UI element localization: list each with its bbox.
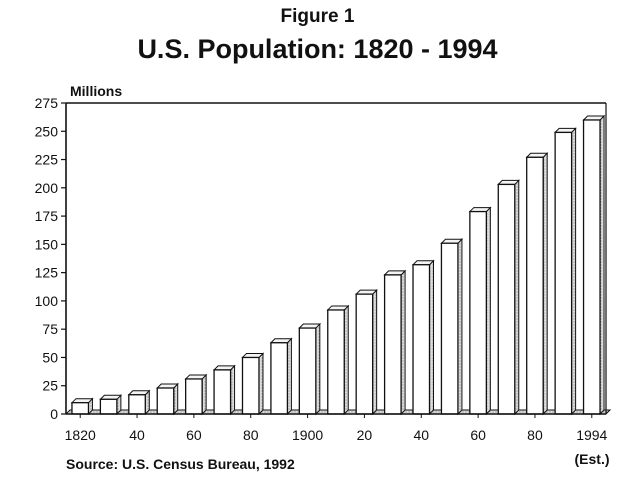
figure-label: Figure 1 [280, 6, 355, 27]
bar-1880 [241, 356, 260, 415]
bar-1850 [156, 387, 175, 415]
bar-1980 [526, 156, 544, 415]
y-tick-label-0: 0 [50, 406, 58, 422]
bar-1820 [71, 402, 90, 415]
x-tick-label-1920: 20 [357, 427, 373, 443]
y-tick-label-250: 250 [35, 123, 59, 139]
x-tick-label-1980: 80 [527, 427, 543, 443]
bar-1990 [554, 131, 573, 415]
x-tick-label-1840: 40 [129, 427, 145, 443]
bar-1920 [355, 293, 374, 415]
x-tick-label-1994: 1994 [576, 427, 607, 443]
bar-1930 [383, 274, 402, 415]
y-tick-label-125: 125 [35, 265, 59, 281]
bar-1830 [99, 398, 118, 415]
x-tick-label-1880: 80 [243, 427, 259, 443]
bar-1994 [582, 119, 601, 415]
y-tick-label-275: 275 [35, 95, 59, 111]
y-tick-label-100: 100 [35, 293, 59, 309]
x-tick-label-1960: 60 [470, 427, 486, 443]
bar-1970 [497, 183, 516, 415]
y-tick-label-200: 200 [35, 180, 59, 196]
bar-1890 [270, 342, 289, 415]
x-tick-label-1900: 1900 [292, 427, 323, 443]
bar-1840 [128, 394, 146, 415]
y-tick-label-50: 50 [42, 349, 58, 365]
y-axis-label: Millions [70, 83, 122, 99]
bar-1960 [469, 210, 487, 415]
y-tick-label-150: 150 [35, 236, 59, 252]
x-tick-label-1820: 1820 [65, 427, 96, 443]
bar-1950 [440, 242, 459, 415]
y-tick-label-75: 75 [42, 321, 58, 337]
x-tick-label-1940: 40 [413, 427, 429, 443]
chart-title: U.S. Population: 1820 - 1994 [137, 34, 498, 64]
bar-1860 [185, 378, 203, 415]
y-tick-label-225: 225 [35, 152, 59, 168]
bar-1910 [327, 309, 345, 415]
bar-1940 [412, 264, 431, 415]
bar-1870 [213, 369, 232, 415]
y-tick-label-175: 175 [35, 208, 59, 224]
x-tick-label-1860: 60 [186, 427, 202, 443]
source-note: Source: U.S. Census Bureau, 1992 [66, 456, 295, 472]
bar-1900 [298, 327, 317, 415]
estimate-annotation: (Est.) [575, 451, 610, 467]
y-tick-label-25: 25 [42, 378, 58, 394]
